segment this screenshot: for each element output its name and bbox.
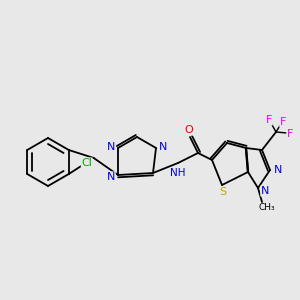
Text: F: F [280, 117, 286, 127]
Text: N: N [261, 186, 269, 196]
Text: O: O [184, 125, 194, 135]
Text: N: N [107, 142, 115, 152]
Text: F: F [266, 115, 272, 125]
Text: S: S [219, 187, 226, 197]
Text: N: N [159, 142, 167, 152]
Text: Cl: Cl [81, 158, 92, 168]
Text: F: F [287, 129, 293, 139]
Text: N: N [107, 172, 115, 182]
Text: CH₃: CH₃ [259, 203, 275, 212]
Text: NH: NH [170, 168, 186, 178]
Text: N: N [274, 165, 282, 175]
